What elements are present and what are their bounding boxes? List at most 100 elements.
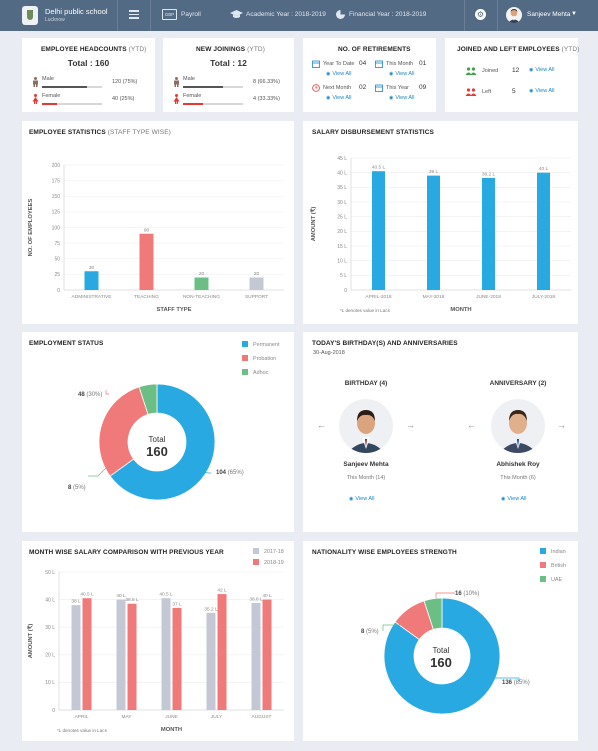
y-tick-label: 40 L xyxy=(337,170,347,176)
menu-icon[interactable] xyxy=(129,10,139,19)
headcount-total: Total : 160 xyxy=(67,58,110,68)
legend-swatch xyxy=(253,548,259,554)
y-tick-label: 0 xyxy=(344,288,347,294)
anniversary-sub: This Month (6) xyxy=(500,475,536,481)
chart-note: *L denotes value in Lacs xyxy=(340,308,391,313)
male-label: Male xyxy=(183,76,195,82)
academic-year-selector[interactable]: Academic Year : 2018-2019 xyxy=(246,11,326,18)
headcounts-card: EMPLOYEE HEADCOUNTS (YTD) Total : 160 Ma… xyxy=(22,38,155,112)
nationality-chart: Indian British UAE 136 (85%) 16 (10%) 8 (5%) xyxy=(361,548,566,715)
bar xyxy=(84,271,99,290)
chevron-left-icon[interactable]: ← xyxy=(467,420,476,430)
y-tick-label: 30 L xyxy=(45,625,55,631)
view-all-link[interactable]: View All xyxy=(389,71,414,77)
this-year-label: This Year xyxy=(386,85,409,91)
male-icon xyxy=(33,77,38,87)
salary-disbursement-chart: 0 5 L 10 L 15 L 20 L 25 L 30 L 35 L 40 L 45 L 40.5… xyxy=(310,156,571,313)
left-label: Left xyxy=(482,89,492,95)
y-tick-label: 15 L xyxy=(337,244,347,250)
bar xyxy=(71,605,81,710)
user-avatar[interactable] xyxy=(506,7,522,23)
bar xyxy=(427,175,440,290)
user-name[interactable]: Sanjeev Mehta xyxy=(527,11,571,18)
legend-label: Indian xyxy=(551,549,566,555)
chevron-right-icon[interactable]: → xyxy=(557,420,566,430)
view-all-link[interactable]: View All xyxy=(326,71,351,77)
bar xyxy=(161,598,171,710)
view-all-link[interactable]: View All xyxy=(529,88,554,94)
birthday-name: Sanjeev Mehta xyxy=(343,461,389,468)
data-label: 38.8 L xyxy=(249,596,263,602)
chevron-down-icon[interactable]: ▼ xyxy=(571,11,577,17)
y-tick-label: 45 L xyxy=(337,156,347,162)
gear-icon[interactable]: ⚙ xyxy=(475,9,486,20)
callout-line xyxy=(88,467,107,477)
bar xyxy=(262,599,272,710)
female-label: Female xyxy=(183,93,202,99)
this-month-value: 01 xyxy=(419,60,427,67)
bar xyxy=(251,602,261,710)
y-tick-label: 200 xyxy=(52,163,61,169)
x-axis-title: MONTH xyxy=(161,727,182,733)
y-tick-label: 0 xyxy=(57,288,60,294)
top-bar: Delhi public school Lucknow GBP Payroll … xyxy=(0,0,598,31)
birthday-date: 30-Aug-2018 xyxy=(313,350,345,356)
x-axis-title: STAFF TYPE xyxy=(157,307,192,313)
clock-icon xyxy=(312,84,320,92)
birthday-card: TODAY'S BIRTHDAY(S) AND ANNIVERSARIES 30… xyxy=(303,332,578,532)
legend-swatch xyxy=(540,548,546,554)
x-tick-label: NON-TEACHING xyxy=(183,294,220,300)
y-tick-label: 75 xyxy=(54,241,60,247)
male-progress xyxy=(42,86,102,88)
donut-slice xyxy=(98,386,149,477)
view-all-link[interactable]: View All xyxy=(529,67,554,73)
card-title: EMPLOYEE HEADCOUNTS (YTD) xyxy=(41,46,147,53)
data-label: 20 xyxy=(199,271,205,277)
payroll-menu[interactable]: Payroll xyxy=(181,11,201,18)
male-icon xyxy=(174,77,179,87)
employment-status-chart: Permanent Probation Adhoc 104 (65%) 48 (30%)… xyxy=(68,341,280,501)
x-tick-label: APRIL-2018 xyxy=(365,294,391,300)
bar xyxy=(127,603,137,710)
this-month-label: This Month xyxy=(386,61,414,67)
data-label: 40.5 L xyxy=(372,165,386,171)
view-all-link[interactable]: View All xyxy=(389,95,414,101)
chevron-right-icon[interactable]: → xyxy=(406,420,415,430)
view-all-link[interactable]: View All xyxy=(326,95,351,101)
currency-icon: GBP xyxy=(162,9,177,20)
slice-label: 8 (5%) xyxy=(361,629,379,635)
chevron-left-icon[interactable]: ← xyxy=(317,420,326,430)
card-title: NO. OF RETIREMENTS xyxy=(338,46,411,53)
legend-swatch xyxy=(253,559,259,565)
y-tick-label: 40 L xyxy=(45,597,55,603)
card-title: JOINED AND LEFT EMPLOYEES (YTD) xyxy=(457,46,580,53)
view-all-link[interactable]: View All xyxy=(501,496,526,502)
donut-center-label: Total xyxy=(148,435,166,444)
data-label: 38 L xyxy=(71,599,81,605)
year-to-date-value: 04 xyxy=(359,60,367,67)
x-tick-label: TEACHING xyxy=(134,294,159,300)
x-tick-label: JUNE xyxy=(165,714,178,720)
calendar-icon xyxy=(312,60,320,68)
bar xyxy=(116,599,126,710)
card-title: SALARY DISBURSEMENT STATISTICS xyxy=(312,129,434,136)
data-label: 40 L xyxy=(116,593,126,599)
users-icon xyxy=(465,67,477,75)
view-all-link[interactable]: View All xyxy=(349,496,374,502)
female-icon xyxy=(32,94,39,104)
data-label: 35.2 L xyxy=(204,606,218,612)
y-tick-label: 10 L xyxy=(337,258,347,264)
data-label: 40 L xyxy=(539,166,549,172)
financial-year-selector[interactable]: Financial Year : 2018-2019 xyxy=(349,11,427,18)
bar xyxy=(249,277,264,290)
divider xyxy=(497,0,498,31)
callout-line xyxy=(185,467,211,474)
salary-disbursement-card: SALARY DISBURSEMENT STATISTICS 0 5 L 10 L 1… xyxy=(303,121,578,324)
y-axis-title: NO. OF EMPLOYEES xyxy=(28,199,34,257)
female-count: 40 (25%) xyxy=(112,96,135,102)
legend-swatch xyxy=(540,576,546,582)
divider xyxy=(150,0,151,31)
bar xyxy=(206,612,216,710)
nationality-card: NATIONALITY WISE EMPLOYEES STRENGTH Indi… xyxy=(303,541,578,741)
joined-value: 12 xyxy=(512,67,520,74)
